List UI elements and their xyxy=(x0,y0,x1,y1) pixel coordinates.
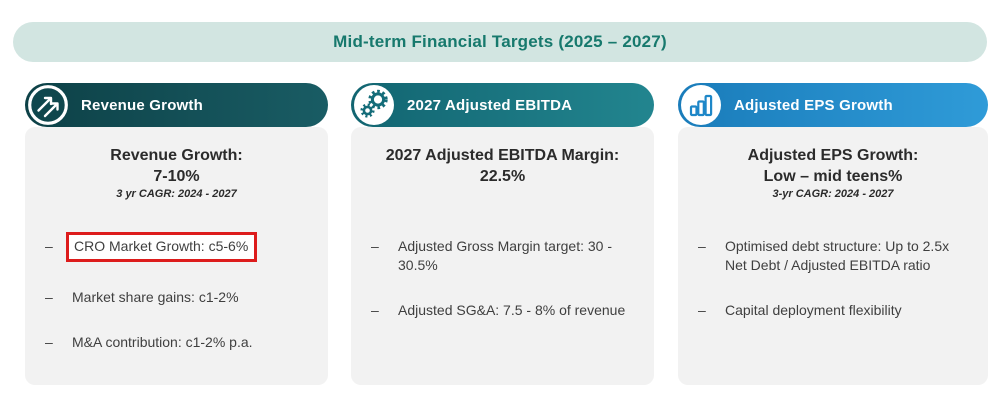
bullet-text: Adjusted Gross Margin target: 30 - 30.5% xyxy=(398,238,612,273)
bullet-text: CRO Market Growth: c5-6% xyxy=(66,232,312,262)
card-header-adjusted-eps-growth: Adjusted EPS Growth xyxy=(678,83,988,127)
card-title-block: 2027 Adjusted EBITDA Margin: 22.5% xyxy=(365,145,640,237)
card-subtitle: 3-yr CAGR: 2024 - 2027 xyxy=(772,188,894,200)
bullet-marker: – xyxy=(45,289,53,305)
highlight-box: CRO Market Growth: c5-6% xyxy=(66,232,258,262)
card-title-value: Low – mid teens% xyxy=(763,168,903,185)
bullet-text: M&A contribution: c1-2% p.a. xyxy=(72,334,253,350)
bullet-marker: – xyxy=(45,238,53,254)
growth-arrows-icon xyxy=(28,85,68,125)
card-title-block: Adjusted EPS Growth: Low – mid teens% 3-… xyxy=(692,145,974,237)
bullet-item: – Market share gains: c1-2% xyxy=(45,288,312,307)
bullet-text: Capital deployment flexibility xyxy=(725,302,902,318)
card-header-revenue-growth: Revenue Growth xyxy=(25,83,328,127)
bullet-item: – Adjusted SG&A: 7.5 - 8% of revenue xyxy=(371,301,638,320)
card-adjusted-ebitda: 2027 Adjusted EBITDA 2027 Adjusted EBITD… xyxy=(351,83,654,385)
bullet-list: – Adjusted Gross Margin target: 30 - 30.… xyxy=(365,237,640,320)
bullet-item: – M&A contribution: c1-2% p.a. xyxy=(45,333,312,352)
bullet-marker: – xyxy=(371,302,379,318)
bullet-item: – Optimised debt structure: Up to 2.5x N… xyxy=(698,237,972,275)
card-header-label: Revenue Growth xyxy=(81,96,203,114)
card-title-value: 7-10% xyxy=(153,168,200,185)
slide-title-banner: Mid-term Financial Targets (2025 – 2027) xyxy=(13,22,987,62)
bullet-list: – Optimised debt structure: Up to 2.5x N… xyxy=(692,237,974,320)
bullet-list: – CRO Market Growth: c5-6% – Market shar… xyxy=(39,232,314,352)
card-body: 2027 Adjusted EBITDA Margin: 22.5% – Adj… xyxy=(351,127,654,385)
bullet-item: – Adjusted Gross Margin target: 30 - 30.… xyxy=(371,237,638,275)
card-header-label: 2027 Adjusted EBITDA xyxy=(407,96,573,114)
bar-chart-icon xyxy=(681,85,721,125)
gears-icon xyxy=(354,85,394,125)
card-header-adjusted-ebitda: 2027 Adjusted EBITDA xyxy=(351,83,654,127)
bullet-marker: – xyxy=(45,334,53,350)
card-revenue-growth: Revenue Growth Revenue Growth: 7-10% 3 y… xyxy=(25,83,328,385)
card-body: Adjusted EPS Growth: Low – mid teens% 3-… xyxy=(678,127,988,385)
bullet-item: – CRO Market Growth: c5-6% xyxy=(45,232,312,262)
card-title: Adjusted EPS Growth: xyxy=(747,147,919,164)
card-subtitle: 3 yr CAGR: 2024 - 2027 xyxy=(116,188,237,200)
bullet-marker: – xyxy=(698,238,706,254)
bullet-text: Market share gains: c1-2% xyxy=(72,289,239,305)
card-title: Revenue Growth: xyxy=(110,147,243,164)
card-adjusted-eps-growth: Adjusted EPS Growth Adjusted EPS Growth:… xyxy=(678,83,988,385)
bullet-marker: – xyxy=(698,302,706,318)
bullet-marker: – xyxy=(371,238,379,254)
card-title-block: Revenue Growth: 7-10% 3 yr CAGR: 2024 - … xyxy=(39,145,314,237)
card-title: 2027 Adjusted EBITDA Margin: xyxy=(385,147,620,164)
card-title-value: 22.5% xyxy=(479,168,526,185)
bullet-text: Optimised debt structure: Up to 2.5x Net… xyxy=(725,238,950,273)
slide-title: Mid-term Financial Targets (2025 – 2027) xyxy=(333,32,667,51)
card-body: Revenue Growth: 7-10% 3 yr CAGR: 2024 - … xyxy=(25,127,328,385)
bullet-text: Adjusted SG&A: 7.5 - 8% of revenue xyxy=(398,302,626,318)
card-header-label: Adjusted EPS Growth xyxy=(734,96,893,114)
bullet-item: – Capital deployment flexibility xyxy=(698,301,972,320)
